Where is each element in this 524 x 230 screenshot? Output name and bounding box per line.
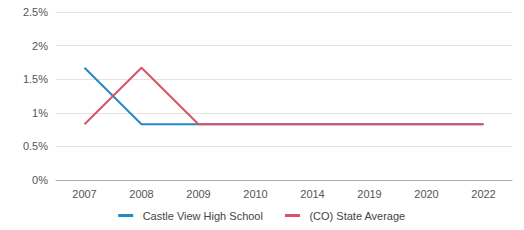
svg-text:2008: 2008: [129, 188, 153, 200]
svg-text:(CO) State Average: (CO) State Average: [309, 210, 405, 222]
svg-text:1%: 1%: [32, 107, 48, 119]
svg-text:2.5%: 2.5%: [23, 6, 48, 18]
svg-text:2022: 2022: [471, 188, 495, 200]
svg-text:0%: 0%: [32, 174, 48, 186]
svg-text:1.5%: 1.5%: [23, 73, 48, 85]
svg-text:2007: 2007: [72, 188, 96, 200]
svg-text:2014: 2014: [300, 188, 324, 200]
svg-text:2009: 2009: [186, 188, 210, 200]
svg-text:2020: 2020: [414, 188, 438, 200]
svg-text:2010: 2010: [243, 188, 267, 200]
svg-text:0.5%: 0.5%: [23, 140, 48, 152]
svg-text:2%: 2%: [32, 40, 48, 52]
svg-text:Castle View High School: Castle View High School: [143, 210, 263, 222]
svg-text:2019: 2019: [357, 188, 381, 200]
